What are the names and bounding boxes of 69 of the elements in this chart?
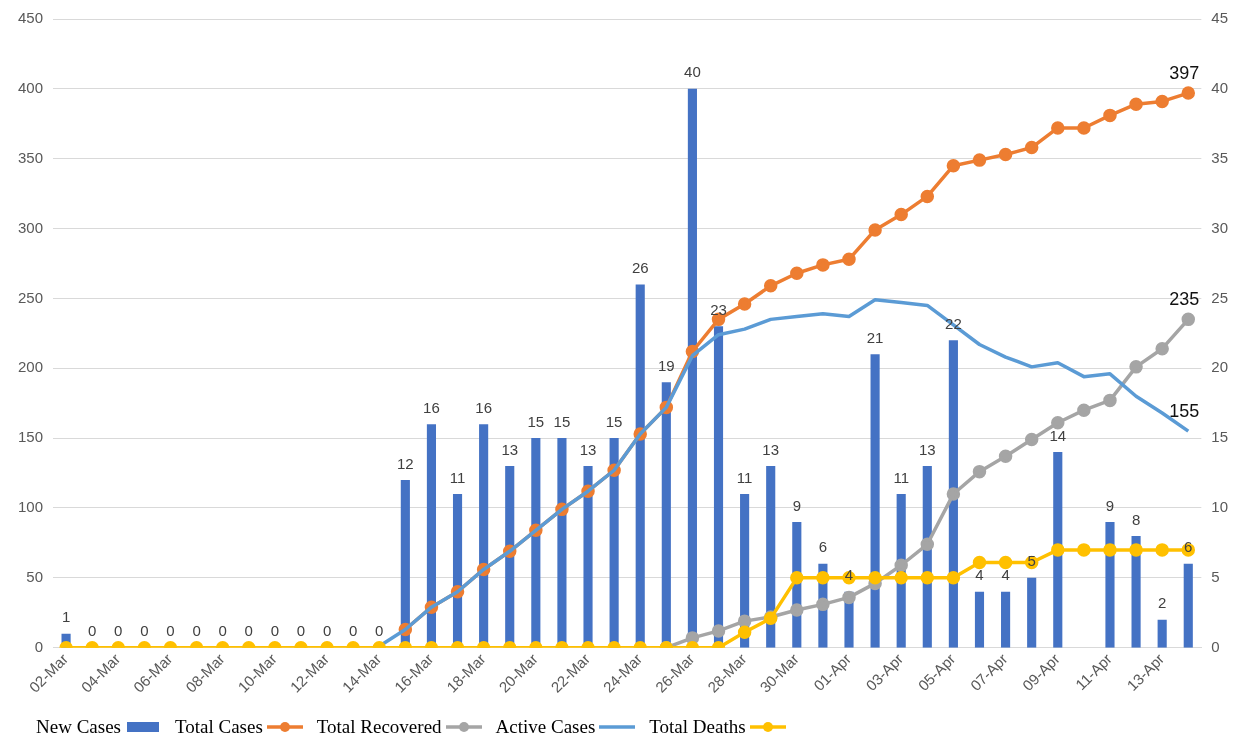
data-label: 11	[736, 468, 753, 486]
data-label: 0	[296, 622, 306, 640]
data-label: 0	[166, 622, 175, 640]
data-label: 6	[818, 538, 828, 556]
data-label: 13	[918, 440, 936, 458]
y2-tick-label: 30	[1211, 218, 1228, 236]
y2-tick-label: 15	[1211, 428, 1228, 446]
data-label: 21	[866, 328, 884, 346]
data-label: 1	[61, 608, 71, 626]
data-label: 235	[1169, 289, 1200, 310]
data-label: 0	[348, 622, 358, 640]
y-tick-label: 300	[18, 218, 44, 236]
data-label: 0	[270, 622, 280, 640]
data-label: 12	[397, 454, 414, 472]
data-label: 11	[893, 468, 909, 486]
y2-tick-label: 25	[1211, 288, 1228, 306]
data-label: 0	[192, 622, 201, 640]
y-tick-label: 250	[18, 288, 44, 306]
data-label: 11	[449, 468, 466, 486]
data-label: 397	[1169, 63, 1200, 84]
data-label: 5	[1027, 552, 1036, 570]
data-label: 9	[792, 496, 801, 514]
y-tick-label: 100	[18, 498, 44, 516]
data-label: 0	[322, 622, 332, 640]
y-tick-label: 0	[34, 637, 44, 655]
y2-tick-label: 0	[1211, 637, 1220, 655]
y-tick-label: 350	[18, 148, 44, 166]
y-tick-label: 200	[18, 358, 44, 376]
data-label: 16	[475, 398, 492, 416]
data-label: 14	[1049, 426, 1067, 444]
data-label: 0	[218, 622, 227, 640]
legend-label: New Cases	[36, 716, 121, 738]
data-label: 155	[1169, 401, 1200, 422]
data-label: 4	[844, 566, 854, 584]
legend-label: Active Cases	[495, 716, 596, 738]
data-label: 0	[114, 622, 123, 640]
data-label: 0	[88, 622, 97, 640]
data-label: 26	[631, 259, 649, 277]
data-label: 19	[657, 356, 675, 374]
data-label: 0	[244, 622, 253, 640]
y2-tick-label: 10	[1211, 498, 1228, 516]
data-label: 23	[710, 300, 727, 318]
y2-tick-label: 35	[1211, 148, 1228, 166]
data-label: 2	[1158, 594, 1167, 612]
data-label: 4	[975, 566, 984, 584]
data-label: 15	[527, 412, 545, 430]
y-tick-label: 400	[18, 78, 44, 96]
data-label: 13	[579, 440, 597, 458]
y-tick-label: 450	[18, 9, 44, 27]
data-label: 0	[140, 622, 149, 640]
data-label: 40	[684, 63, 701, 81]
legend-label: Total Deaths	[649, 716, 746, 738]
data-label: 15	[553, 412, 571, 430]
y2-tick-label: 40	[1211, 78, 1228, 96]
data-label: 8	[1131, 510, 1141, 528]
data-label: 15	[605, 412, 623, 430]
y2-tick-label: 20	[1211, 358, 1228, 376]
data-label: 9	[1105, 496, 1115, 514]
legend-label: Total Cases	[174, 716, 263, 738]
data-label: 4	[1001, 566, 1010, 584]
y-tick-label: 50	[26, 567, 44, 585]
legend-label: Total Recovered	[316, 716, 442, 738]
data-label: 0	[375, 622, 384, 640]
y2-tick-label: 45	[1211, 9, 1228, 27]
data-label: 13	[762, 440, 780, 458]
data-label: 16	[423, 398, 440, 416]
data-label: 13	[501, 440, 519, 458]
y-tick-label: 150	[18, 428, 44, 446]
y2-tick-label: 5	[1211, 567, 1220, 585]
